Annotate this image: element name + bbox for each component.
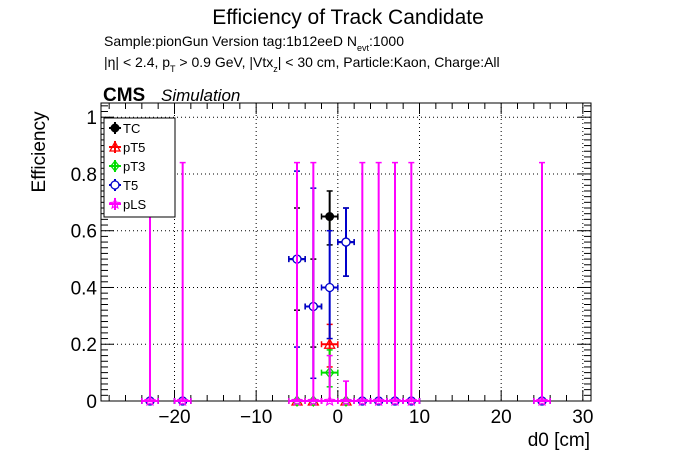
marker-open-star xyxy=(323,394,336,407)
marker-open-star xyxy=(143,394,157,407)
cuts-vtx-sub: z xyxy=(273,64,278,74)
legend-label: pT5 xyxy=(123,140,145,155)
legend: TC pT5 pT3 T5 pLS xyxy=(103,117,176,218)
marker-open-star xyxy=(405,394,418,407)
y-tick-label: 0.2 xyxy=(71,335,97,356)
data-point-pls xyxy=(386,161,404,407)
series-pt5 xyxy=(288,323,355,406)
marker-open-circle xyxy=(110,180,120,190)
legend-marker xyxy=(110,159,120,173)
series-t5 xyxy=(141,170,551,406)
marker-open-circle xyxy=(341,237,351,247)
subtitle-sample: Sample:pionGun Version tag:1b12eeD Nevt:… xyxy=(104,33,404,53)
legend-entry-pt3: pT3 xyxy=(109,159,145,174)
y-tick-label: 0.8 xyxy=(71,165,97,186)
data-point-t5 xyxy=(337,207,355,277)
x-tick-label: −10 xyxy=(240,407,272,428)
subtitle-sample-text: Sample:pionGun Version tag:1b12eeD N xyxy=(104,33,357,49)
legend-label: pT3 xyxy=(123,159,145,174)
data-marker xyxy=(325,212,335,222)
data-marker xyxy=(323,394,336,407)
x-tick-label: −20 xyxy=(158,407,190,428)
y-tick-label: 0.4 xyxy=(71,278,98,299)
marker-open-star xyxy=(356,394,369,407)
subtitle-cuts: |η| < 2.4, pT > 0.9 GeV, |Vtxz| < 30 cm,… xyxy=(104,54,500,74)
legend-entry-tc: TC xyxy=(109,121,140,136)
cuts-end: | < 30 cm, Particle:Kaon, Charge:All xyxy=(278,54,500,70)
marker-open-star xyxy=(388,394,402,407)
data-point-pls xyxy=(402,161,421,407)
simulation-label: Simulation xyxy=(161,86,240,105)
marker-filled-circle xyxy=(110,123,120,133)
legend-marker xyxy=(108,140,122,152)
data-point-pls xyxy=(320,354,339,407)
y-tick-label: 1 xyxy=(86,108,97,129)
cms-label: CMS xyxy=(103,85,145,106)
data-point-pls xyxy=(337,380,355,407)
data-marker xyxy=(176,394,189,407)
x-tick-label: 0 xyxy=(333,407,344,428)
grid xyxy=(101,103,591,401)
cuts-mid: > 0.9 GeV, |Vtx xyxy=(176,54,274,70)
legend-marker xyxy=(110,180,120,190)
subtitle-nevt-sub: evt xyxy=(357,43,370,53)
data-marker xyxy=(290,394,304,407)
data-marker xyxy=(535,394,549,407)
marker-open-triangle xyxy=(108,140,122,152)
marker-open-star xyxy=(339,394,353,407)
marker-open-star xyxy=(108,197,122,210)
marker-open-star xyxy=(290,394,304,407)
marker-open-star xyxy=(176,394,189,407)
marker-filled-circle xyxy=(325,212,335,222)
y-axis-title: Efficiency xyxy=(29,111,50,192)
data-marker xyxy=(356,394,369,407)
x-axis-title: d0 [cm] xyxy=(528,430,590,451)
data-point-pls xyxy=(369,161,388,407)
marker-open-circle xyxy=(325,282,335,293)
data-marker xyxy=(341,237,351,247)
legend-entry-pls: pLS xyxy=(108,197,146,212)
data-point-t5 xyxy=(320,229,339,340)
data-marker xyxy=(339,394,353,407)
cuts-eta: |η| < 2.4, p xyxy=(104,54,170,70)
axes: −20 −10 0 10 20 30 0 0.2 0.4 0.6 0.8 1 xyxy=(71,102,593,428)
x-tick-label: 20 xyxy=(491,407,512,428)
x-tick-label: 10 xyxy=(409,407,430,428)
data-point-pls xyxy=(288,161,306,407)
x-tick-label: 30 xyxy=(572,407,593,428)
chart-title: Efficiency of Track Candidate xyxy=(212,6,484,29)
data-points xyxy=(141,161,551,408)
marker-open-triangle xyxy=(323,337,336,349)
data-point-pls xyxy=(353,161,372,407)
data-marker xyxy=(307,394,320,407)
marker-open-star xyxy=(372,394,385,407)
data-marker xyxy=(143,394,157,407)
data-marker xyxy=(325,282,335,293)
legend-label: T5 xyxy=(123,178,138,193)
data-marker xyxy=(323,337,336,349)
subtitle-nevt-value: :1000 xyxy=(369,33,404,49)
legend-label: pLS xyxy=(123,197,146,212)
legend-label: TC xyxy=(123,121,140,136)
marker-open-star xyxy=(535,394,549,407)
data-point-pls xyxy=(533,161,551,407)
legend-entry-t5: T5 xyxy=(109,178,138,193)
marker-open-diamond xyxy=(110,159,120,173)
series-pls xyxy=(141,161,551,407)
legend-marker xyxy=(108,197,122,210)
cuts-pt-sub: T xyxy=(170,64,176,74)
data-point-pls xyxy=(304,161,323,407)
data-marker xyxy=(372,394,385,407)
marker-open-star xyxy=(307,394,320,407)
y-tick-label: 0.6 xyxy=(71,222,97,243)
data-point-pls xyxy=(173,161,192,407)
data-marker xyxy=(405,394,418,407)
legend-marker xyxy=(110,123,120,133)
legend-entry-pt5: pT5 xyxy=(108,140,145,155)
data-marker xyxy=(388,394,402,407)
y-tick-label: 0 xyxy=(86,392,97,413)
